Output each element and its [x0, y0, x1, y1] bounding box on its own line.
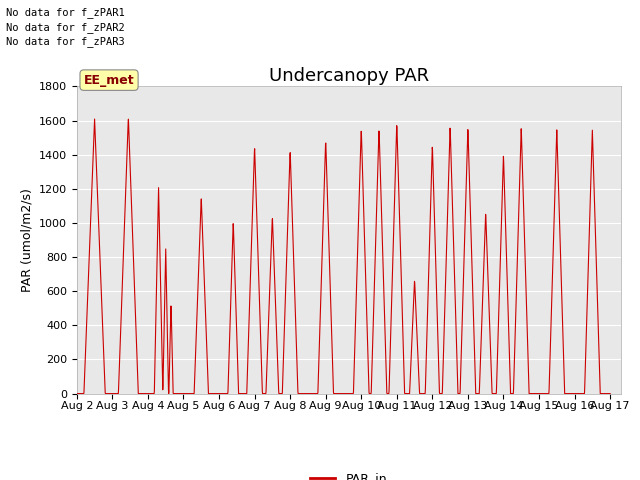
Text: No data for f_zPAR2: No data for f_zPAR2	[6, 22, 125, 33]
Y-axis label: PAR (umol/m2/s): PAR (umol/m2/s)	[20, 188, 33, 292]
Text: No data for f_zPAR1: No data for f_zPAR1	[6, 7, 125, 18]
Text: No data for f_zPAR3: No data for f_zPAR3	[6, 36, 125, 47]
Title: Undercanopy PAR: Undercanopy PAR	[269, 67, 429, 85]
Legend: PAR_in: PAR_in	[305, 468, 392, 480]
Text: EE_met: EE_met	[84, 73, 134, 86]
